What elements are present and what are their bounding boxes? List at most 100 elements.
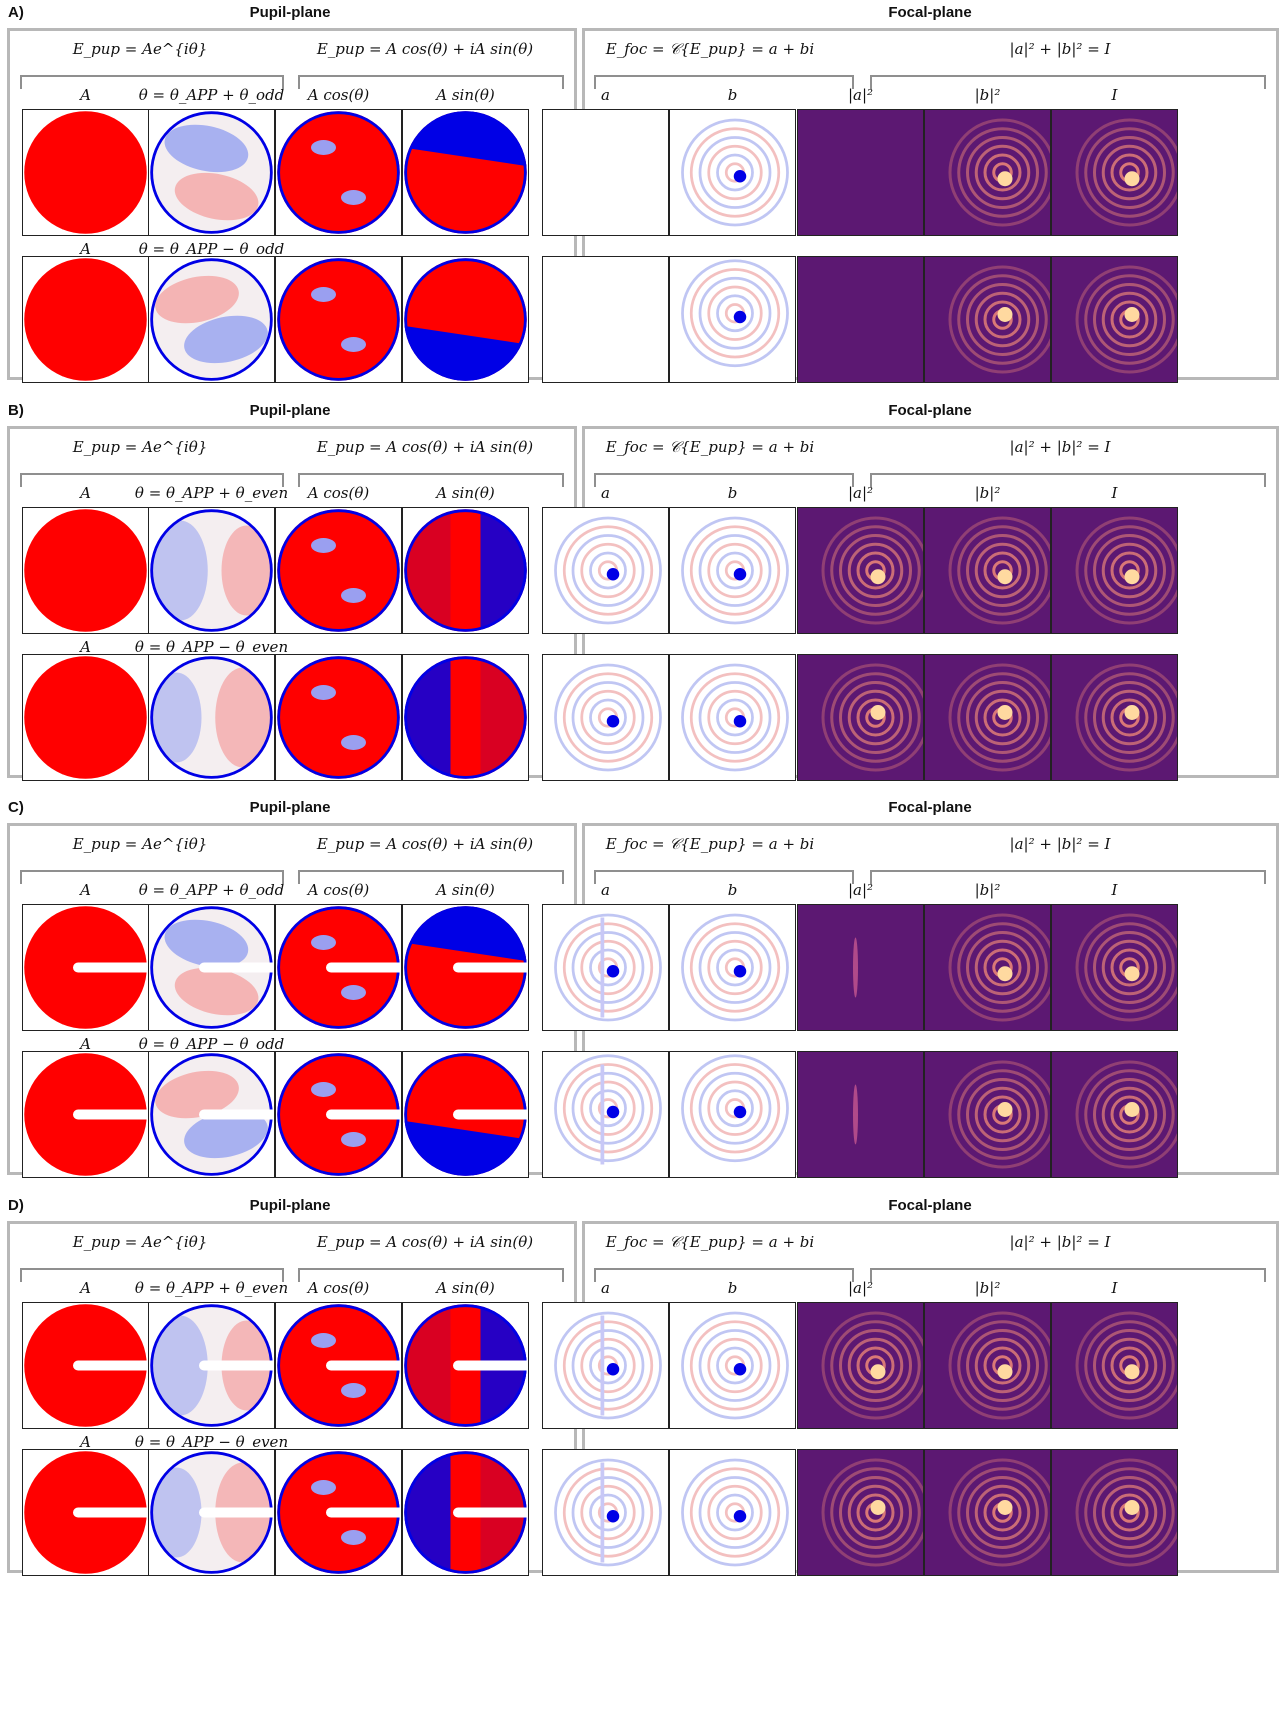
focal-intensity-b2 bbox=[925, 1303, 1050, 1428]
focal-a2-image bbox=[797, 654, 924, 781]
equation-focal: E_foc = 𝒞{E_pup} = a + bi bbox=[605, 1233, 815, 1251]
equation-pupil-trig: E_pup = A cos(θ) + iA sin(θ) bbox=[316, 1233, 534, 1251]
focal-a-image bbox=[542, 256, 669, 383]
focal-I-image bbox=[1051, 109, 1178, 236]
column-label: b bbox=[727, 86, 738, 104]
focal-I-image bbox=[1051, 904, 1178, 1031]
focal-intensity-a2 bbox=[798, 655, 923, 780]
bracket bbox=[20, 1268, 284, 1282]
pupil-image-sin bbox=[404, 656, 527, 779]
column-label: A cos(θ) bbox=[307, 881, 370, 899]
equation-intensity: |a|² + |b|² = I bbox=[1009, 1233, 1111, 1251]
pupil-amp-image bbox=[22, 109, 149, 236]
pupil-image-phase bbox=[150, 258, 273, 381]
focal-b2-image bbox=[924, 654, 1051, 781]
pupil-cos-image bbox=[275, 654, 402, 781]
column-label: A sin(θ) bbox=[436, 484, 495, 502]
focal-field-a bbox=[543, 110, 668, 235]
pupil-image-sin bbox=[404, 111, 527, 234]
focal-a2-image bbox=[797, 1302, 924, 1429]
pupil-amp-image bbox=[22, 904, 149, 1031]
equation-focal: E_foc = 𝒞{E_pup} = a + bi bbox=[605, 40, 815, 58]
pupil-image-amp bbox=[24, 509, 147, 632]
pupil-image-cos bbox=[277, 656, 400, 779]
focal-intensity-a2 bbox=[798, 110, 923, 235]
focal-b-image bbox=[669, 1051, 796, 1178]
column-label: A bbox=[80, 86, 91, 104]
pupil-amp-image bbox=[22, 1449, 149, 1576]
focal-field-b bbox=[681, 663, 789, 772]
focal-b-image bbox=[669, 1302, 796, 1429]
pupil-sin-image bbox=[402, 904, 529, 1031]
column-label: A bbox=[80, 881, 91, 899]
equation-focal: E_foc = 𝒞{E_pup} = a + bi bbox=[605, 438, 815, 456]
focal-b-image bbox=[669, 904, 796, 1031]
pupil-image-sin bbox=[404, 1304, 528, 1427]
pupil-image-cos bbox=[277, 111, 400, 234]
focal-a2-image bbox=[797, 1449, 924, 1576]
bracket bbox=[870, 473, 1266, 487]
column-label: a bbox=[601, 1279, 610, 1297]
focal-a2-image bbox=[797, 1051, 924, 1178]
panel-4: D) Pupil-plane Focal-plane E_pup = Ae^{iθ} E… bbox=[0, 1193, 1285, 1591]
focal-field-b bbox=[681, 913, 789, 1022]
bracket bbox=[594, 473, 854, 487]
column-label: b bbox=[727, 881, 738, 899]
pupil-plane-title: Pupil-plane bbox=[249, 4, 331, 21]
focal-I-image bbox=[1051, 1051, 1178, 1178]
focal-field-b bbox=[681, 1311, 789, 1420]
focal-plane-title: Focal-plane bbox=[888, 402, 972, 419]
focal-field-a bbox=[554, 663, 662, 772]
bracket bbox=[298, 75, 564, 89]
column-label: |a|² bbox=[847, 484, 874, 502]
column-label: |b|² bbox=[974, 86, 1001, 104]
pupil-image-cos bbox=[277, 258, 400, 381]
focal-plane-title: Focal-plane bbox=[888, 1197, 972, 1214]
focal-I-image bbox=[1051, 1449, 1178, 1576]
column-label: b bbox=[727, 484, 738, 502]
focal-intensity-a2 bbox=[798, 1303, 923, 1428]
column-label: A bbox=[80, 484, 91, 502]
focal-b-image bbox=[669, 654, 796, 781]
panel-letter: A) bbox=[8, 4, 24, 21]
focal-intensity-I bbox=[1052, 508, 1177, 633]
pupil-phase-image bbox=[148, 109, 275, 236]
theta-label-bottom: θ = θ_APP − θ_odd bbox=[138, 1035, 285, 1053]
pupil-sin-image bbox=[402, 256, 529, 383]
pupil-phase-image bbox=[148, 1449, 275, 1576]
focal-b2-image bbox=[924, 904, 1051, 1031]
bracket bbox=[870, 75, 1266, 89]
equation-pupil-exp: E_pup = Ae^{iθ} bbox=[72, 40, 208, 58]
equation-pupil-trig: E_pup = A cos(θ) + iA sin(θ) bbox=[316, 835, 534, 853]
pupil-image-phase bbox=[150, 509, 273, 632]
focal-field-a bbox=[554, 913, 662, 1022]
pupil-image-amp bbox=[24, 906, 148, 1029]
bracket bbox=[298, 1268, 564, 1282]
pupil-plane-title: Pupil-plane bbox=[249, 402, 331, 419]
column-label: |b|² bbox=[974, 1279, 1001, 1297]
focal-field-b bbox=[681, 1458, 789, 1567]
pupil-phase-image bbox=[148, 1302, 275, 1429]
focal-intensity-b2 bbox=[925, 257, 1050, 382]
focal-a2-image bbox=[797, 904, 924, 1031]
pupil-phase-image bbox=[148, 654, 275, 781]
panel-2: B) Pupil-plane Focal-plane E_pup = Ae^{iθ} E… bbox=[0, 398, 1285, 796]
pupil-image-sin bbox=[404, 906, 528, 1029]
column-label: A bbox=[80, 1279, 91, 1297]
focal-intensity-b2 bbox=[925, 905, 1050, 1030]
focal-intensity-a2 bbox=[798, 1450, 923, 1575]
column-label: I bbox=[1111, 1279, 1118, 1297]
focal-field-a bbox=[543, 257, 668, 382]
equation-pupil-trig: E_pup = A cos(θ) + iA sin(θ) bbox=[316, 40, 534, 58]
pupil-image-phase bbox=[150, 1304, 274, 1427]
focal-b2-image bbox=[924, 256, 1051, 383]
pupil-sin-image bbox=[402, 507, 529, 634]
focal-intensity-I bbox=[1052, 1052, 1177, 1177]
focal-b2-image bbox=[924, 109, 1051, 236]
column-label: θ = θ_APP + θ_odd bbox=[138, 86, 285, 104]
focal-intensity-a2 bbox=[798, 905, 923, 1030]
focal-plane-title: Focal-plane bbox=[888, 4, 972, 21]
focal-field-b bbox=[681, 118, 789, 227]
focal-intensity-a2 bbox=[798, 508, 923, 633]
column-label: |b|² bbox=[974, 881, 1001, 899]
